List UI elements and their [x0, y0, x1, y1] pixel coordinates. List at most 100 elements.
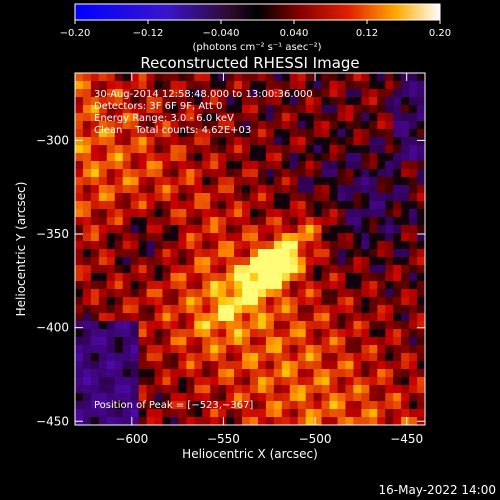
heatmap-pixel [345, 217, 354, 226]
heatmap-pixel [369, 393, 378, 402]
heatmap-pixel [321, 289, 330, 298]
heatmap-pixel [297, 417, 306, 426]
heatmap-pixel [154, 177, 163, 186]
heatmap-pixel [98, 329, 108, 338]
heatmap-pixel [138, 169, 147, 178]
heatmap-pixel [385, 225, 394, 234]
heatmap-pixel [90, 129, 100, 138]
heatmap-pixel [186, 185, 195, 194]
heatmap-pixel [186, 265, 195, 274]
heatmap-pixel [385, 401, 394, 410]
heatmap-pixel [242, 249, 251, 258]
heatmap-pixel [353, 81, 362, 90]
heatmap-pixel [329, 369, 338, 378]
heatmap-pixel [122, 105, 131, 114]
heatmap-pixel [186, 225, 195, 234]
heatmap-pixel [393, 257, 402, 266]
heatmap-pixel [234, 361, 243, 370]
heatmap-pixel [75, 297, 84, 306]
heatmap-pixel [281, 217, 291, 226]
heatmap-pixel [106, 313, 116, 322]
heatmap-pixel [281, 129, 291, 138]
heatmap-pixel [90, 185, 100, 194]
heatmap-pixel [393, 105, 402, 114]
heatmap-pixel [75, 121, 84, 130]
heatmap-pixel [186, 353, 195, 362]
heatmap-pixel [305, 217, 314, 226]
heatmap-pixel [257, 377, 267, 386]
heatmap-pixel [361, 225, 370, 234]
heatmap-pixel [98, 385, 108, 394]
heatmap-pixel [385, 353, 394, 362]
heatmap-pixel [138, 329, 147, 338]
heatmap-pixel [242, 233, 251, 242]
heatmap-pixel [361, 121, 370, 130]
heatmap-pixel [162, 233, 171, 242]
heatmap-pixel [242, 73, 251, 82]
heatmap-pixel [345, 153, 354, 162]
heatmap-pixel [250, 385, 259, 394]
heatmap-pixel [194, 257, 203, 266]
heatmap-pixel [162, 297, 171, 306]
heatmap-pixel [393, 241, 402, 250]
heatmap-pixel [250, 393, 259, 402]
heatmap-pixel [218, 401, 227, 410]
heatmap-pixel [210, 353, 219, 362]
heatmap-pixel [289, 297, 299, 306]
heatmap-pixel [353, 393, 362, 402]
heatmap-pixel [401, 393, 410, 402]
heatmap-pixel [329, 153, 338, 162]
heatmap-pixel [377, 145, 386, 154]
heatmap-pixel [154, 225, 163, 234]
heatmap-pixel [130, 97, 139, 106]
heatmap-pixel [170, 97, 179, 106]
heatmap-pixel [257, 329, 267, 338]
annotation-time-range: 30-Aug-2014 12:58:48.000 to 13:00:36.000 [94, 89, 313, 100]
heatmap-pixel [321, 193, 330, 202]
heatmap-pixel [202, 241, 211, 250]
heatmap-pixel [114, 329, 124, 338]
heatmap-pixel [281, 73, 291, 82]
heatmap-pixel [210, 281, 219, 290]
heatmap-pixel [377, 129, 386, 138]
heatmap-pixel [297, 153, 306, 162]
heatmap-pixel [313, 321, 322, 330]
heatmap-pixel [82, 385, 92, 394]
heatmap-pixel [401, 345, 410, 354]
heatmap-pixel [226, 353, 235, 362]
heatmap-pixel [186, 97, 195, 106]
heatmap-pixel [114, 201, 124, 210]
heatmap-pixel [210, 361, 219, 370]
heatmap-pixel [242, 241, 251, 250]
heatmap-pixel [226, 305, 235, 314]
heatmap-pixel [218, 313, 227, 322]
heatmap-pixel [234, 201, 243, 210]
heatmap-pixel [257, 137, 267, 146]
heatmap-pixel [377, 137, 386, 146]
heatmap-pixel [250, 185, 259, 194]
heatmap-pixel [130, 369, 139, 378]
heatmap-pixel [321, 337, 330, 346]
heatmap-pixel [321, 137, 330, 146]
heatmap-pixel [242, 97, 251, 106]
heatmap-pixel [273, 345, 283, 354]
heatmap-pixel [369, 105, 378, 114]
heatmap-pixel [409, 321, 418, 330]
heatmap-pixel [146, 73, 155, 82]
heatmap-pixel [353, 377, 362, 386]
heatmap-pixel [202, 385, 211, 394]
heatmap-pixel [257, 353, 267, 362]
heatmap-pixel [377, 265, 386, 274]
heatmap-pixel [353, 353, 362, 362]
heatmap-pixel [321, 249, 330, 258]
heatmap-pixel [154, 81, 163, 90]
heatmap-pixel [138, 137, 147, 146]
heatmap-pixel [273, 105, 283, 114]
heatmap-pixel [178, 233, 187, 242]
heatmap-pixel [257, 249, 267, 258]
heatmap-pixel [369, 385, 378, 394]
heatmap-pixel [265, 113, 275, 122]
heatmap-pixel [242, 289, 251, 298]
heatmap-pixel [114, 353, 124, 362]
heatmap-pixel [313, 217, 322, 226]
